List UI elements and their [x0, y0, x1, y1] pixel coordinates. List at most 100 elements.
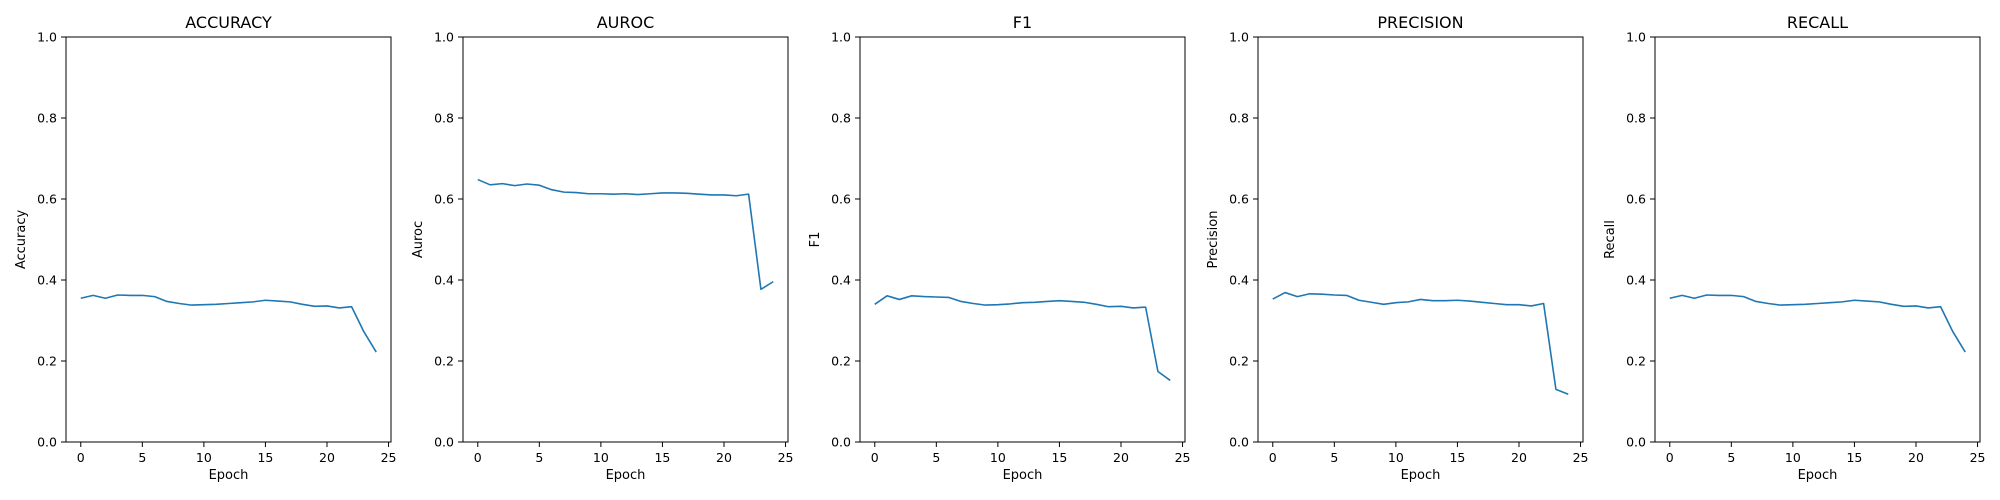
x-tick-label: 0: [474, 450, 482, 465]
data-point: [874, 303, 876, 305]
chart-panel-auroc: AUROC 0.0 0.2 0.4 0.6 0.8 1.0 0 5 10 15 20 25 Epoch Au…: [411, 13, 793, 483]
data-point: [1095, 303, 1097, 305]
chart-panel-recall: RECALL 0.0 0.2 0.4 0.6 0.8 1.0 0 5 10 15 20 25 Epoch R…: [1603, 13, 1985, 483]
y-axis-label: Auroc: [411, 221, 426, 258]
data-point: [1853, 299, 1855, 301]
plot-frame: [462, 36, 789, 443]
chart-title: AUROC: [597, 13, 655, 32]
data-point: [501, 182, 503, 184]
data-point: [1742, 295, 1744, 297]
data-point: [624, 193, 626, 195]
data-point: [747, 193, 749, 195]
y-tick-label: 0.2: [1626, 354, 1646, 369]
y-tick-label: 0.8: [1626, 111, 1646, 126]
plot-frame: [65, 36, 392, 443]
data-point: [1841, 301, 1843, 303]
x-tick-label: 0: [77, 450, 85, 465]
data-point: [215, 303, 217, 305]
y-tick-label: 1.0: [434, 30, 454, 45]
x-tick-label: 10: [1388, 450, 1404, 465]
data-point: [350, 306, 352, 308]
data-point: [1755, 300, 1757, 302]
data-point: [1792, 304, 1794, 306]
y-tick-label: 0.0: [831, 435, 851, 450]
y-tick-label: 1.0: [1626, 30, 1646, 45]
data-point: [1530, 305, 1532, 307]
data-point: [1902, 305, 1904, 307]
plot-frame: [859, 36, 1186, 443]
data-point: [1456, 299, 1458, 301]
series-line-accuracy: [80, 294, 377, 353]
data-point: [1120, 305, 1122, 307]
chart-title: ACCURACY: [185, 13, 272, 32]
chart-title: RECALL: [1787, 13, 1848, 32]
y-tick-label: 0.0: [1626, 435, 1646, 450]
data-point: [1444, 299, 1446, 301]
x-axis-label: Epoch: [1401, 468, 1441, 483]
y-tick-label: 0.6: [37, 192, 57, 207]
data-point: [1432, 299, 1434, 301]
data-point: [1345, 294, 1347, 296]
y-tick-label: 0.4: [434, 273, 454, 288]
x-axis-label: Epoch: [1798, 468, 1838, 483]
data-point: [1309, 293, 1311, 295]
chart-title: PRECISION: [1377, 13, 1463, 32]
data-point: [1321, 293, 1323, 295]
data-point: [1333, 294, 1335, 296]
data-point: [80, 297, 82, 299]
data-point: [363, 331, 365, 333]
y-axis-label: Precision: [1206, 210, 1221, 268]
plot-frame: [1654, 36, 1981, 443]
data-point: [1107, 306, 1109, 308]
data-point: [264, 299, 266, 301]
data-point: [1505, 304, 1507, 306]
x-tick-label: 20: [716, 450, 732, 465]
data-point: [600, 193, 602, 195]
data-point: [886, 295, 888, 297]
data-point: [1939, 306, 1941, 308]
y-tick-label: 0.4: [1626, 273, 1646, 288]
data-point: [1071, 300, 1073, 302]
data-point: [1493, 302, 1495, 304]
data-point: [1927, 307, 1929, 309]
x-tick-label: 15: [654, 450, 670, 465]
data-point: [326, 305, 328, 307]
y-tick-label: 0.6: [831, 192, 851, 207]
data-point: [489, 184, 491, 186]
data-point: [1669, 297, 1671, 299]
x-tick-label: 5: [535, 450, 543, 465]
data-point: [313, 305, 315, 307]
data-point: [1481, 301, 1483, 303]
data-point: [984, 304, 986, 306]
data-point: [1296, 295, 1298, 297]
x-tick-label: 20: [1908, 450, 1924, 465]
y-axis-label: F1: [808, 232, 823, 248]
data-point: [1034, 301, 1036, 303]
data-point: [477, 178, 479, 180]
y-tick-label: 0.8: [434, 111, 454, 126]
chart-title: F1: [1013, 13, 1032, 32]
series-line-recall: [1669, 294, 1966, 353]
series-line-f1: [874, 294, 1171, 382]
y-tick-label: 0.8: [831, 111, 851, 126]
x-tick-label: 5: [138, 450, 146, 465]
y-tick-label: 0.4: [1229, 273, 1249, 288]
data-point: [1395, 301, 1397, 303]
data-point: [612, 193, 614, 195]
x-tick-label: 25: [778, 450, 794, 465]
data-point: [289, 301, 291, 303]
data-point: [960, 300, 962, 302]
series-line-auroc: [477, 178, 774, 291]
data-point: [1890, 303, 1892, 305]
data-point: [203, 304, 205, 306]
data-point: [1169, 379, 1171, 381]
data-point: [1816, 302, 1818, 304]
data-point: [1915, 305, 1917, 307]
data-point: [1804, 303, 1806, 305]
data-point: [166, 300, 168, 302]
data-point: [1358, 299, 1360, 301]
y-axis-label: Accuracy: [14, 210, 29, 270]
data-point: [898, 298, 900, 300]
data-point: [1083, 301, 1085, 303]
data-point: [375, 351, 377, 353]
